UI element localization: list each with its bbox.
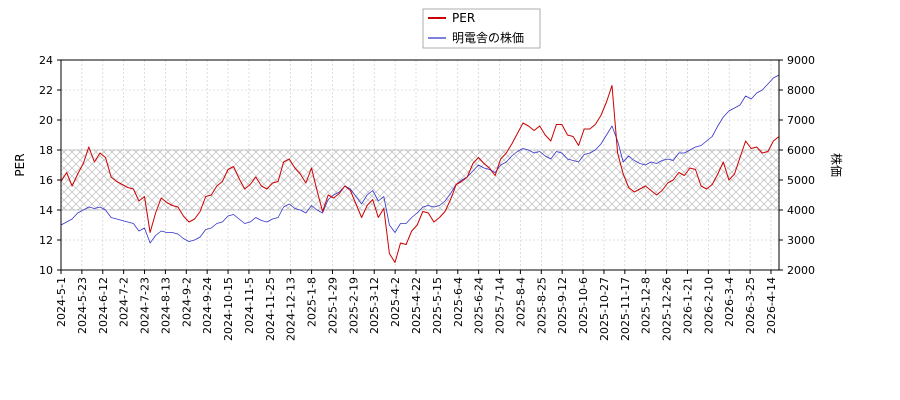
x-tick-label: 2025-12-8 bbox=[640, 277, 653, 334]
series-lines bbox=[60, 74, 780, 263]
x-tick-label: 2024-7-23 bbox=[139, 277, 152, 334]
right-tick-label: 3000 bbox=[787, 234, 815, 247]
per-series-line bbox=[60, 85, 780, 263]
x-tick-label: 2025-4-2 bbox=[389, 277, 402, 327]
legend-box bbox=[422, 8, 541, 49]
right-axis-ticks: 2000 3000 4000 5000 6000 7000 8000 9000 bbox=[779, 54, 815, 277]
legend-label-per: PER bbox=[452, 11, 475, 25]
left-tick-label: 10 bbox=[39, 264, 53, 277]
x-tick-label: 2025-10-6 bbox=[577, 277, 590, 334]
x-tick-label: 2024-11-25 bbox=[264, 277, 277, 341]
x-tick-label: 2024-8-13 bbox=[159, 277, 172, 334]
x-tick-label: 2025-1-29 bbox=[326, 277, 339, 334]
x-tick-label: 2025-8-25 bbox=[535, 277, 548, 334]
x-tick-label: 2024-9-24 bbox=[201, 277, 214, 334]
x-tick-label: 2025-2-19 bbox=[347, 277, 360, 334]
x-axis-ticks: 2024-5-1 2024-5-23 2024-6-12 2024-7-2 2024-7… bbox=[55, 270, 778, 341]
x-tick-label: 2024-7-2 bbox=[118, 277, 131, 327]
x-tick-label: 2024-5-1 bbox=[55, 277, 68, 327]
price-series-line bbox=[60, 74, 780, 244]
x-tick-label: 2025-12-26 bbox=[661, 277, 674, 341]
x-tick-label: 2025-3-12 bbox=[368, 277, 381, 334]
x-tick-label: 2024-11-5 bbox=[243, 277, 256, 334]
x-tick-label: 2024-12-13 bbox=[285, 277, 298, 341]
left-axis-ticks: 10 12 14 16 18 20 22 24 bbox=[39, 54, 61, 277]
plot-border bbox=[60, 59, 780, 271]
x-tick-label: 2025-8-4 bbox=[514, 277, 527, 327]
right-axis-title: 株価 bbox=[829, 153, 844, 177]
left-tick-label: 24 bbox=[39, 54, 53, 67]
right-tick-label: 6000 bbox=[787, 144, 815, 157]
right-tick-label: 2000 bbox=[787, 264, 815, 277]
right-tick-label: 7000 bbox=[787, 114, 815, 127]
x-tick-label: 2025-6-24 bbox=[473, 277, 486, 334]
left-tick-label: 16 bbox=[39, 174, 53, 187]
x-tick-label: 2025-6-4 bbox=[452, 277, 465, 327]
x-tick-label: 2025-9-12 bbox=[556, 277, 569, 334]
x-tick-label: 2026-3-25 bbox=[744, 277, 757, 334]
x-tick-label: 2025-10-27 bbox=[598, 277, 611, 341]
x-tick-label: 2025-11-17 bbox=[619, 277, 632, 341]
per-range-band bbox=[60, 149, 780, 211]
left-axis-title: PER bbox=[13, 153, 27, 176]
x-tick-label: 2025-4-22 bbox=[410, 277, 423, 334]
x-tick-label: 2025-1-8 bbox=[306, 277, 319, 327]
x-tick-label: 2024-10-15 bbox=[222, 277, 235, 341]
x-tick-label: 2026-1-21 bbox=[681, 277, 694, 334]
left-tick-label: 22 bbox=[39, 84, 53, 97]
left-tick-label: 20 bbox=[39, 114, 53, 127]
x-tick-label: 2024-9-2 bbox=[180, 277, 193, 327]
x-tick-label: 2024-5-23 bbox=[76, 277, 89, 334]
x-tick-label: 2026-2-10 bbox=[702, 277, 715, 334]
right-tick-label: 8000 bbox=[787, 84, 815, 97]
right-tick-label: 9000 bbox=[787, 54, 815, 67]
left-tick-label: 12 bbox=[39, 234, 53, 247]
left-tick-label: 18 bbox=[39, 144, 53, 157]
x-tick-label: 2024-6-12 bbox=[97, 277, 110, 334]
legend-label-price: 明電舎の株価 bbox=[452, 30, 524, 45]
right-tick-label: 4000 bbox=[787, 204, 815, 217]
left-tick-label: 14 bbox=[39, 204, 53, 217]
x-tick-label: 2025-7-14 bbox=[494, 277, 507, 334]
x-tick-label: 2026-3-4 bbox=[723, 277, 736, 327]
x-tick-label: 2026-4-14 bbox=[765, 277, 778, 334]
legend: PER 明電舎の株価 bbox=[422, 8, 541, 49]
right-tick-label: 5000 bbox=[787, 174, 815, 187]
x-tick-label: 2025-5-15 bbox=[431, 277, 444, 334]
